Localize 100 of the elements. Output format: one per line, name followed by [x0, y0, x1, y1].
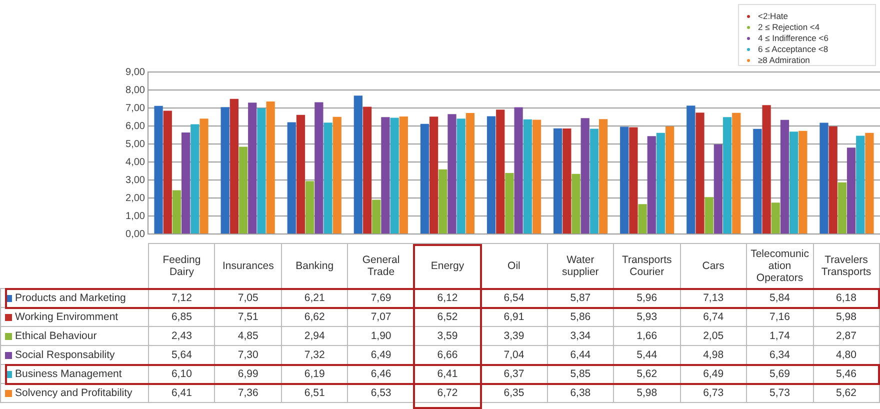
- data-label: 6,18: [813, 288, 880, 308]
- data-label: 2,05: [680, 326, 747, 346]
- bar: [438, 169, 448, 234]
- bar: [505, 172, 514, 234]
- data-label: 6,35: [480, 384, 548, 402]
- bar: [362, 106, 372, 234]
- data-label: 3,59: [414, 326, 481, 346]
- bar: [722, 117, 732, 234]
- data-label: 6,73: [680, 384, 747, 402]
- bar: [466, 113, 475, 234]
- bar: [456, 118, 466, 234]
- x-tick-label: Transports Courier: [614, 244, 680, 288]
- bar: [354, 96, 362, 234]
- data-label: 7,12: [148, 288, 215, 308]
- data-label: 6,19: [281, 364, 348, 384]
- x-tick-label: Energy: [414, 244, 481, 288]
- y-tick-label: 5,00: [126, 138, 146, 150]
- data-label: 5,98: [813, 308, 880, 326]
- data-label: 2,94: [281, 326, 348, 346]
- data-label: 6,41: [148, 384, 215, 402]
- bar: [838, 182, 846, 234]
- data-label: 5,73: [746, 384, 813, 402]
- data-label: 6,12: [414, 288, 481, 308]
- bar: [287, 122, 296, 234]
- bar: [154, 106, 163, 234]
- data-label: 5,62: [813, 384, 880, 402]
- x-tick-label: Cars: [680, 244, 747, 288]
- data-label: 6,85: [148, 308, 215, 326]
- bar: [372, 200, 381, 234]
- data-label: 6,46: [348, 364, 414, 384]
- data-label: 6,34: [746, 346, 813, 364]
- data-label: 6,49: [680, 364, 747, 384]
- legend-label: Business Management: [0, 364, 148, 384]
- bar: [696, 112, 704, 234]
- legend-label: Ethical Behaviour: [0, 326, 148, 346]
- bar: [562, 128, 572, 234]
- x-tick-label: Travelers Transports: [813, 244, 880, 288]
- data-label: 6,10: [148, 364, 215, 384]
- data-label: 1,66: [614, 326, 680, 346]
- y-tick-label: 2,00: [126, 192, 146, 204]
- data-label: 7,69: [348, 288, 414, 308]
- data-label: 7,30: [214, 346, 282, 364]
- data-label: 5,84: [746, 288, 813, 308]
- data-label: 6,91: [480, 308, 548, 326]
- data-label: 5,87: [547, 288, 614, 308]
- text: 2 ≤ Rejection <4: [757, 22, 821, 33]
- bar: [846, 148, 856, 234]
- data-label: 6,52: [414, 308, 481, 326]
- data-label: 6,51: [281, 384, 348, 402]
- bar: [532, 120, 542, 234]
- x-tick-label: Water supplier: [547, 244, 614, 288]
- bar: [324, 122, 332, 234]
- data-label: 6,37: [480, 364, 548, 384]
- bar: [220, 107, 230, 234]
- bar: [598, 119, 608, 234]
- bar: [553, 128, 562, 234]
- bar: [704, 197, 714, 234]
- data-label: 6,74: [680, 308, 747, 326]
- bar: [486, 116, 496, 234]
- x-tick-label: Feeding Dairy: [148, 244, 215, 288]
- data-label: 7,07: [348, 308, 414, 326]
- data-label: 7,36: [214, 384, 282, 402]
- bar: [686, 106, 696, 234]
- data-label: 6,41: [414, 364, 481, 384]
- bar: [856, 136, 865, 234]
- x-tick-label: Insurances: [214, 244, 282, 288]
- data-label: 3,39: [480, 326, 548, 346]
- bar: [771, 202, 780, 234]
- bar: [580, 118, 590, 234]
- y-tick-label: 7,00: [126, 102, 146, 114]
- text: ≥8 Admiration: [757, 55, 811, 66]
- data-label: 4,85: [214, 326, 282, 346]
- data-label: 7,04: [480, 346, 548, 364]
- bar: [429, 116, 438, 234]
- y-tick-label: 8,00: [126, 84, 146, 96]
- bar: [305, 181, 314, 234]
- data-label: 5,98: [614, 384, 680, 402]
- text: <2:Hate: [757, 11, 790, 22]
- bar: [753, 128, 762, 234]
- data-label: 4,98: [680, 346, 747, 364]
- bar: [163, 110, 172, 234]
- bar: [182, 132, 190, 234]
- legend-label: Social Responsability: [0, 346, 148, 364]
- y-tick-label: 6,00: [126, 120, 146, 132]
- data-label: 3,34: [547, 326, 614, 346]
- x-tick-label: General Trade: [348, 244, 414, 288]
- data-label: 4,80: [813, 346, 880, 364]
- data-label: 6,99: [214, 364, 282, 384]
- bar: [514, 107, 523, 234]
- bar: [523, 119, 532, 234]
- bar: [448, 114, 456, 234]
- bar: [828, 126, 838, 234]
- data-label: 6,62: [281, 308, 348, 326]
- bar: [248, 102, 257, 234]
- bar: [257, 108, 266, 234]
- legend-label: Working Enviromment: [0, 308, 148, 326]
- data-label: 7,16: [746, 308, 813, 326]
- data-label: 5,46: [813, 364, 880, 384]
- data-label: 2,43: [148, 326, 215, 346]
- data-label: 2,87: [813, 326, 880, 346]
